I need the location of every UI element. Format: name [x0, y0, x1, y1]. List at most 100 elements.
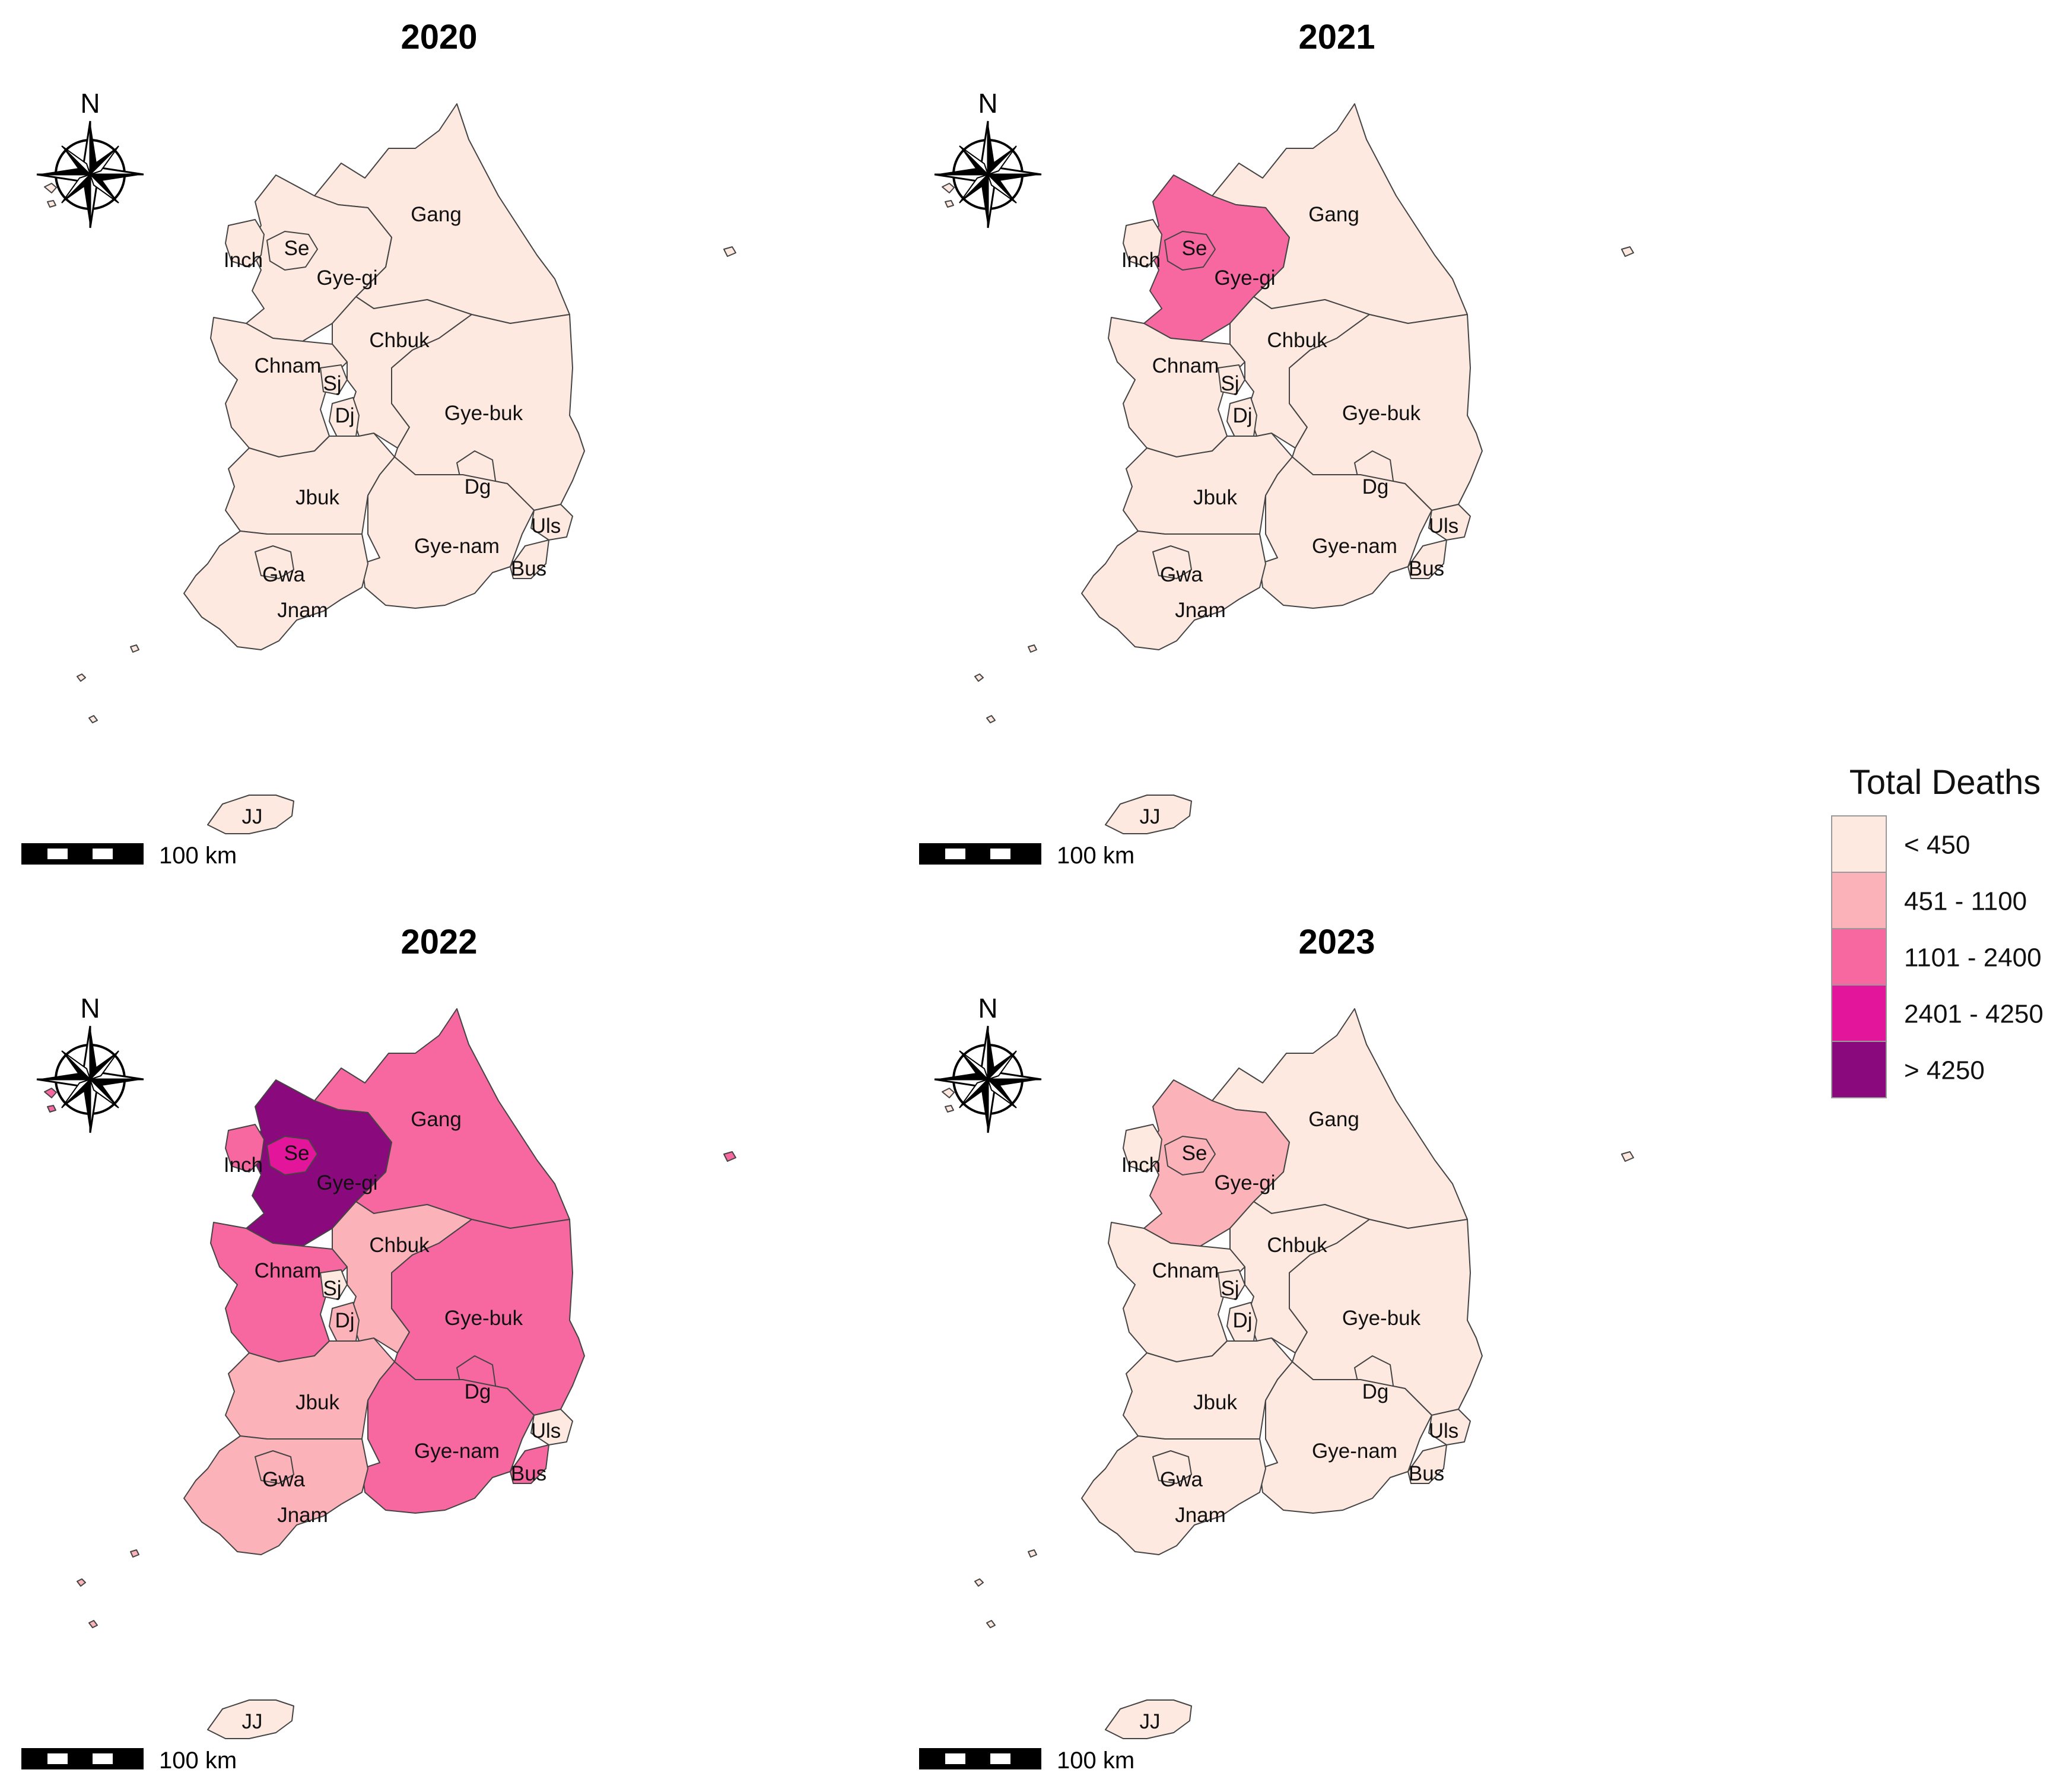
- region-gyeonggi: [1143, 174, 1290, 342]
- label-incheon: Inch: [224, 249, 263, 272]
- label-chnam: Chnam: [255, 354, 322, 377]
- region-gyenam: [361, 1361, 535, 1514]
- region-jeju: [207, 795, 294, 834]
- north-label: N: [978, 88, 997, 119]
- region-sejong: [320, 1269, 348, 1300]
- label-daegu: Dg: [1362, 1380, 1389, 1403]
- label-gyeonggi: Gye-gi: [316, 1171, 377, 1194]
- islet: [77, 1578, 86, 1587]
- islet: [44, 1088, 57, 1098]
- label-gang: Gang: [411, 1108, 462, 1131]
- legend-label: 2401 - 4250: [1904, 1000, 2043, 1029]
- legend-swatch: [1831, 815, 1887, 873]
- label-jeju: JJ: [242, 1710, 263, 1733]
- islet: [130, 644, 139, 653]
- label-chbuk: Chbuk: [369, 1234, 430, 1257]
- region-gwangju: [1152, 1450, 1192, 1484]
- label-chnam: Chnam: [1152, 1259, 1219, 1282]
- scale-bar: 100 km: [21, 1747, 237, 1774]
- label-gyebuk: Gye-buk: [1342, 402, 1421, 425]
- legend-label: < 450: [1904, 831, 1970, 860]
- label-gwangju: Gwa: [262, 1468, 306, 1491]
- label-jbuk: Jbuk: [1193, 1391, 1237, 1414]
- region-incheon: [1123, 1124, 1162, 1173]
- label-sejong: Sj: [1221, 1277, 1239, 1300]
- label-jnam: Jnam: [1175, 1504, 1226, 1527]
- region-jeju: [207, 1699, 294, 1739]
- label-gyebuk: Gye-buk: [444, 402, 523, 425]
- label-gyenam: Gye-nam: [1312, 535, 1397, 558]
- region-seoul: [266, 231, 318, 271]
- islet: [88, 1620, 98, 1628]
- north-label: N: [80, 993, 100, 1024]
- region-jeju: [1105, 1699, 1192, 1739]
- region-sejong: [1218, 1269, 1245, 1300]
- label-sejong: Sj: [323, 372, 341, 395]
- label-busan: Bus: [1409, 1462, 1444, 1485]
- islet: [723, 1151, 736, 1162]
- region-sejong: [1218, 364, 1245, 395]
- label-jeju: JJ: [1140, 1710, 1161, 1733]
- map-2022: Gang Se Inch Gye-gi Chbuk Chnam Sj Dj Gy…: [21, 993, 736, 1774]
- region-jbuk: [1123, 433, 1293, 535]
- islet: [974, 673, 984, 682]
- legend-swatch: [1831, 984, 1887, 1042]
- label-gyebuk: Gye-buk: [1342, 1307, 1421, 1330]
- region-gyenam: [1259, 1361, 1432, 1514]
- label-seoul: Se: [284, 237, 310, 260]
- label-jeju: JJ: [1140, 805, 1161, 828]
- label-chbuk: Chbuk: [369, 329, 430, 352]
- map-2023: Gang Se Inch Gye-gi Chbuk Chnam Sj Dj Gy…: [919, 993, 1634, 1774]
- label-jnam: Jnam: [277, 1504, 328, 1527]
- north-label: N: [978, 993, 997, 1024]
- region-ulsan: [1428, 1409, 1471, 1445]
- islet: [942, 183, 955, 193]
- label-chbuk: Chbuk: [1267, 1234, 1327, 1257]
- islet: [942, 1088, 955, 1098]
- islet: [986, 1620, 996, 1628]
- label-incheon: Inch: [1121, 249, 1161, 272]
- north-arrow: [934, 120, 1042, 228]
- islet: [1621, 1151, 1634, 1162]
- region-gyenam: [361, 456, 535, 609]
- scale-bar: 100 km: [919, 1747, 1134, 1774]
- label-incheon: Inch: [1121, 1154, 1161, 1177]
- label-gyenam: Gye-nam: [1312, 1440, 1397, 1463]
- region-busan: [1407, 1444, 1447, 1484]
- label-sejong: Sj: [1221, 372, 1239, 395]
- region-gwangju: [255, 1450, 294, 1484]
- region-busan: [1407, 539, 1447, 579]
- islet: [130, 1549, 139, 1558]
- legend-label: > 4250: [1904, 1056, 1985, 1085]
- north-label: N: [80, 88, 100, 119]
- islet: [945, 1105, 954, 1113]
- label-busan: Bus: [511, 1462, 546, 1485]
- islet: [974, 1578, 984, 1587]
- region-busan: [510, 539, 549, 579]
- label-chnam: Chnam: [255, 1259, 322, 1282]
- label-daegu: Dg: [465, 1380, 491, 1403]
- label-gyenam: Gye-nam: [414, 1440, 500, 1463]
- scale-bar: 100 km: [919, 843, 1134, 869]
- region-gwangju: [255, 545, 294, 579]
- label-gang: Gang: [1308, 203, 1359, 226]
- islet: [945, 200, 954, 208]
- label-daejeon: Dj: [1232, 404, 1252, 427]
- legend: Total Deaths < 450 451 - 1100 1101 - 2400 2…: [1831, 763, 2043, 1098]
- region-gyeonggi: [1143, 1079, 1290, 1247]
- legend-label: 1101 - 2400: [1904, 943, 2042, 973]
- label-seoul: Se: [284, 1142, 310, 1165]
- region-incheon: [225, 1124, 265, 1173]
- label-gwangju: Gwa: [262, 563, 306, 586]
- region-gyeonggi: [246, 174, 392, 342]
- region-seoul: [1164, 1136, 1216, 1175]
- label-gyeonggi: Gye-gi: [1214, 1171, 1275, 1194]
- label-gyeonggi: Gye-gi: [1214, 266, 1275, 290]
- legend-title: Total Deaths: [1849, 763, 2041, 802]
- label-busan: Bus: [1409, 557, 1444, 580]
- region-jnam: [183, 530, 368, 650]
- region-jnam: [183, 1435, 368, 1555]
- label-ulsan: Uls: [531, 514, 561, 538]
- islet: [1621, 246, 1634, 257]
- label-gwangju: Gwa: [1160, 1468, 1203, 1491]
